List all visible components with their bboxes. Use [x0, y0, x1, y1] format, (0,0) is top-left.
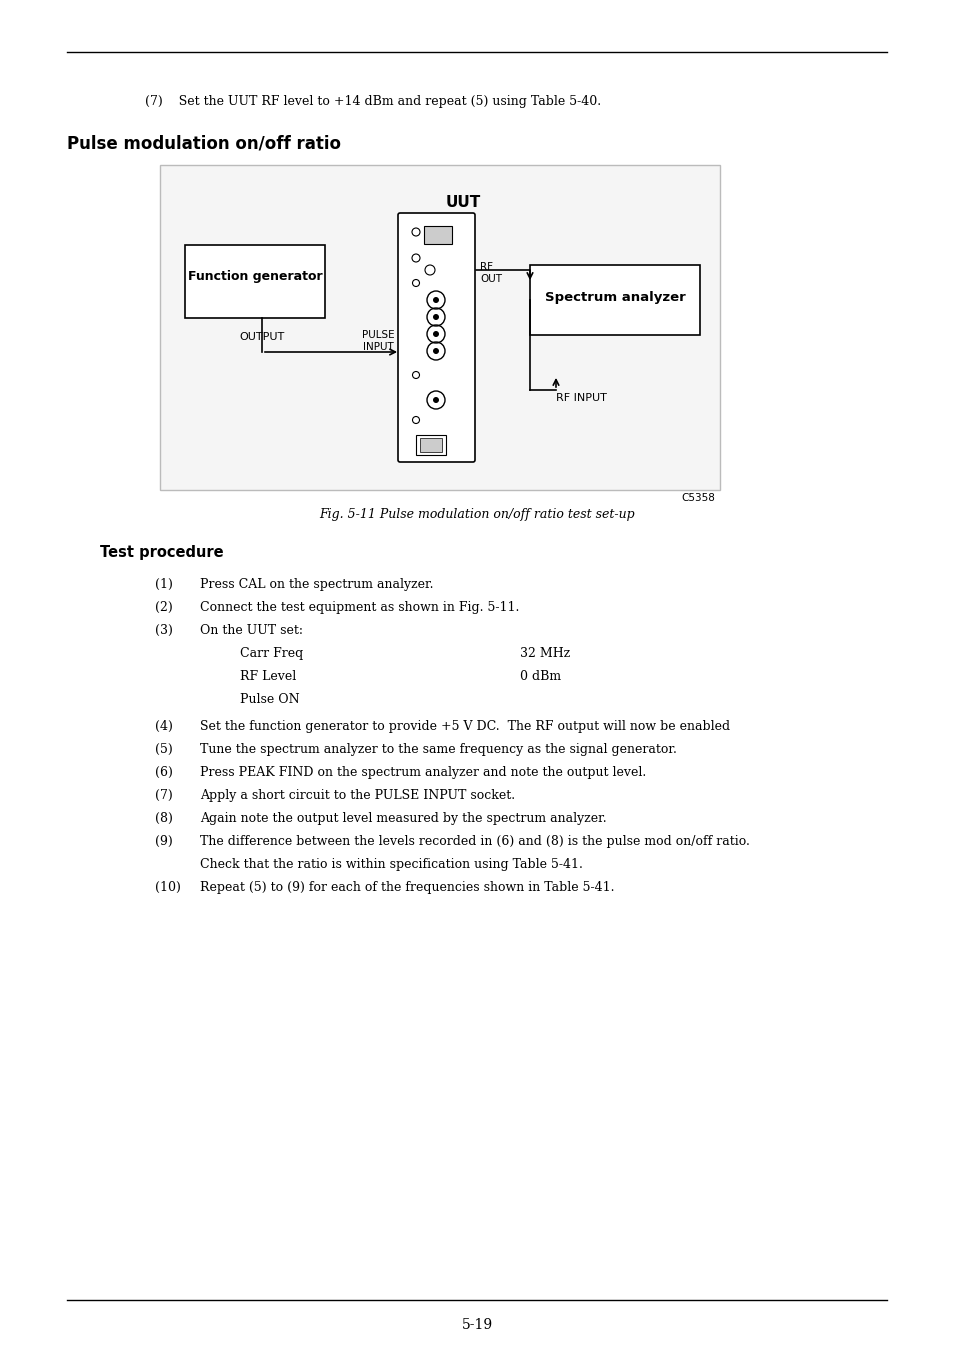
Text: Press PEAK FIND on the spectrum analyzer and note the output level.: Press PEAK FIND on the spectrum analyzer…: [200, 766, 645, 780]
Text: (7): (7): [154, 789, 172, 802]
Text: UUT: UUT: [445, 195, 480, 209]
FancyBboxPatch shape: [423, 226, 452, 245]
Text: (3): (3): [154, 624, 172, 638]
Text: Pulse modulation on/off ratio: Pulse modulation on/off ratio: [67, 135, 340, 153]
Circle shape: [433, 297, 438, 303]
Text: (7)    Set the UUT RF level to +14 dBm and repeat (5) using Table 5-40.: (7) Set the UUT RF level to +14 dBm and …: [145, 95, 600, 108]
Text: (10): (10): [154, 881, 181, 894]
Text: (1): (1): [154, 578, 172, 590]
Text: Apply a short circuit to the PULSE INPUT socket.: Apply a short circuit to the PULSE INPUT…: [200, 789, 515, 802]
Text: Tune the spectrum analyzer to the same frequency as the signal generator.: Tune the spectrum analyzer to the same f…: [200, 743, 677, 757]
Text: (2): (2): [154, 601, 172, 613]
FancyBboxPatch shape: [160, 165, 720, 490]
Circle shape: [433, 331, 438, 336]
Text: Connect the test equipment as shown in Fig. 5-11.: Connect the test equipment as shown in F…: [200, 601, 518, 613]
Text: The difference between the levels recorded in (6) and (8) is the pulse mod on/of: The difference between the levels record…: [200, 835, 749, 848]
Text: Function generator: Function generator: [188, 270, 322, 282]
Text: Fig. 5-11 Pulse modulation on/off ratio test set-up: Fig. 5-11 Pulse modulation on/off ratio …: [319, 508, 634, 521]
FancyBboxPatch shape: [419, 438, 441, 453]
Text: (4): (4): [154, 720, 172, 734]
Text: (6): (6): [154, 766, 172, 780]
FancyBboxPatch shape: [397, 213, 475, 462]
Text: RF
OUT: RF OUT: [479, 262, 501, 284]
Text: Press CAL on the spectrum analyzer.: Press CAL on the spectrum analyzer.: [200, 578, 433, 590]
Text: OUTPUT: OUTPUT: [239, 332, 284, 342]
Text: RF INPUT: RF INPUT: [556, 393, 606, 403]
Text: Check that the ratio is within specification using Table 5-41.: Check that the ratio is within specifica…: [200, 858, 582, 871]
Text: Pulse ON: Pulse ON: [240, 693, 299, 707]
Text: Again note the output level measured by the spectrum analyzer.: Again note the output level measured by …: [200, 812, 606, 825]
Text: (9): (9): [154, 835, 172, 848]
Text: 5-19: 5-19: [461, 1319, 492, 1332]
Circle shape: [433, 349, 438, 354]
Text: C5358: C5358: [680, 493, 714, 503]
FancyBboxPatch shape: [530, 265, 700, 335]
Text: Set the function generator to provide +5 V DC.  The RF output will now be enable: Set the function generator to provide +5…: [200, 720, 729, 734]
Text: (5): (5): [154, 743, 172, 757]
Circle shape: [433, 313, 438, 320]
FancyBboxPatch shape: [416, 435, 446, 455]
Text: Spectrum analyzer: Spectrum analyzer: [544, 292, 684, 304]
Text: Repeat (5) to (9) for each of the frequencies shown in Table 5-41.: Repeat (5) to (9) for each of the freque…: [200, 881, 614, 894]
Text: (8): (8): [154, 812, 172, 825]
Text: Test procedure: Test procedure: [100, 544, 223, 561]
Circle shape: [433, 397, 438, 403]
Text: Carr Freq: Carr Freq: [240, 647, 303, 661]
Text: 0 dBm: 0 dBm: [519, 670, 560, 684]
Text: On the UUT set:: On the UUT set:: [200, 624, 303, 638]
Text: RF Level: RF Level: [240, 670, 296, 684]
Text: 32 MHz: 32 MHz: [519, 647, 570, 661]
Text: PULSE
INPUT: PULSE INPUT: [361, 330, 394, 353]
FancyBboxPatch shape: [185, 245, 325, 317]
